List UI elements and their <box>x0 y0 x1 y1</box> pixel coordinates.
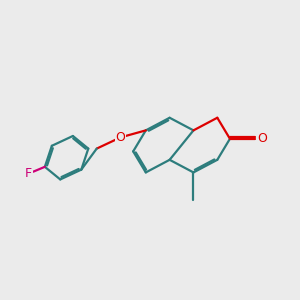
Text: F: F <box>25 167 32 180</box>
Text: O: O <box>257 132 267 145</box>
Text: O: O <box>116 131 125 144</box>
